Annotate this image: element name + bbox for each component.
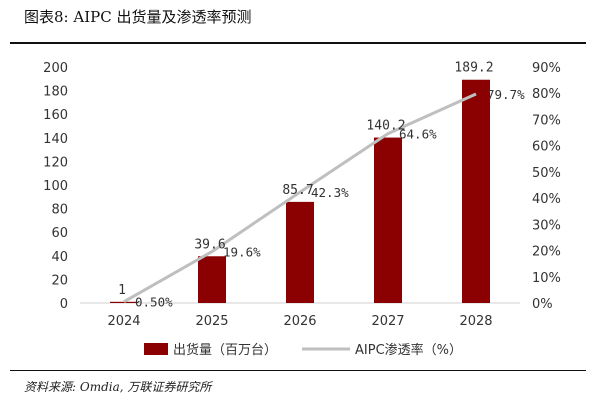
y-left-tick-label: 160: [43, 108, 68, 123]
bar-2025: [198, 256, 226, 303]
y-left-tick-label: 80: [51, 203, 68, 218]
source-divider: [10, 370, 586, 371]
legend-label-penetration: AIPC渗透率（%）: [355, 342, 462, 358]
line-value-label: 64.6%: [399, 127, 437, 142]
y-left-tick-label: 20: [51, 273, 68, 288]
x-tick-label: 2025: [195, 314, 228, 329]
legend-swatch-shipments: [144, 343, 168, 355]
bar-value-label: 85.7: [282, 183, 313, 198]
y-right-tick-label: 20%: [532, 245, 561, 260]
line-value-label: 42.3%: [311, 185, 349, 200]
y-right-tick-label: 50%: [532, 166, 561, 181]
y-left-tick-label: 180: [43, 85, 68, 100]
y-right-tick-label: 70%: [532, 113, 561, 128]
y-left-tick-label: 60: [51, 226, 68, 241]
bar-2027: [374, 137, 402, 303]
y-left-tick-label: 40: [51, 250, 68, 265]
title-bar: [10, 14, 586, 44]
y-right-tick-label: 40%: [532, 192, 561, 207]
legend-label-shipments: 出货量（百万台）: [173, 342, 277, 358]
line-value-label: 0.50%: [135, 295, 173, 310]
x-tick-label: 2027: [371, 314, 404, 329]
bar-2028: [462, 79, 490, 303]
x-tick-label: 2024: [107, 314, 140, 329]
y-left-tick-label: 200: [43, 61, 68, 76]
y-left-tick-label: 140: [43, 132, 68, 147]
line-value-label: 79.7%: [487, 87, 525, 102]
bar-2024: [110, 301, 138, 303]
y-right-tick-label: 80%: [532, 87, 561, 102]
y-right-tick-label: 60%: [532, 140, 561, 155]
y-right-tick-label: 0%: [532, 297, 553, 312]
y-right-tick-label: 10%: [532, 271, 561, 286]
y-right-tick-label: 30%: [532, 218, 561, 233]
bar-2026: [286, 201, 314, 303]
x-tick-label: 2028: [459, 314, 492, 329]
bar-value-label: 189.2: [454, 61, 493, 76]
bar-value-label: 1: [118, 283, 126, 298]
bar-value-label: 39.6: [194, 237, 225, 252]
line-penetration-rate: [123, 92, 477, 303]
y-right-tick-label: 90%: [532, 61, 561, 76]
y-left-tick-label: 0: [60, 297, 68, 312]
y-left-tick-label: 120: [43, 155, 68, 170]
x-tick-label: 2026: [283, 314, 316, 329]
y-left-tick-label: 100: [43, 179, 68, 194]
chart-title: 图表8: AIPC 出货量及渗透率预测: [24, 8, 252, 26]
bar-value-label: 140.2: [366, 119, 405, 134]
source-note: 资料来源: Omdia, 万联证券研究所: [24, 380, 212, 394]
line-value-label: 19.6%: [223, 245, 261, 260]
